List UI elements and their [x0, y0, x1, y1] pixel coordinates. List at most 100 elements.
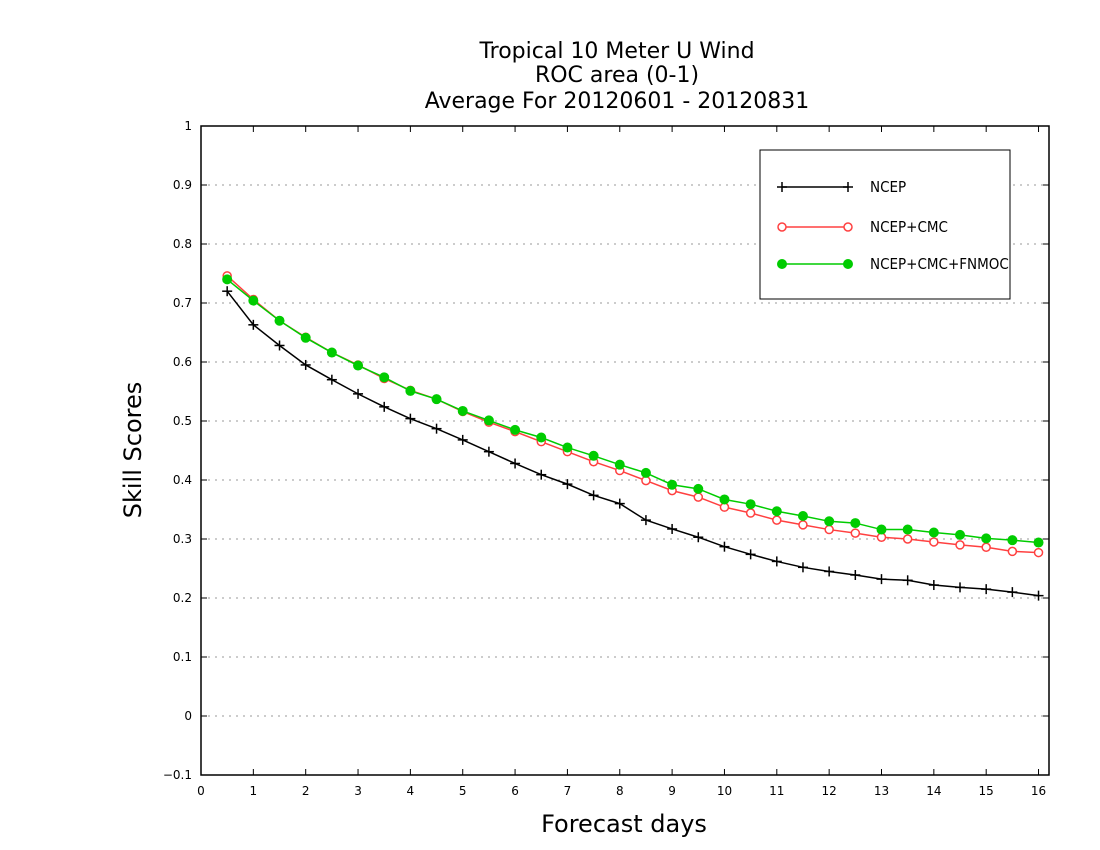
y-tick-label: 0	[184, 709, 192, 723]
data-point	[824, 566, 835, 577]
y-tick-label: 0.2	[173, 591, 192, 605]
data-point	[843, 182, 853, 192]
x-tick-label: 1	[250, 784, 258, 798]
data-point	[850, 528, 861, 538]
data-point	[1007, 546, 1018, 557]
x-tick-label: 10	[717, 784, 732, 798]
legend-label: NCEP+CMC	[870, 218, 948, 236]
data-point	[588, 490, 599, 501]
data-point	[981, 584, 992, 595]
data-point	[1007, 535, 1018, 546]
data-point	[955, 582, 966, 593]
legend: NCEP NCEP+CMC NCEP+CMC+FNMOC	[759, 149, 1011, 300]
data-point	[824, 516, 835, 527]
data-point	[483, 415, 494, 426]
data-point	[379, 372, 390, 383]
data-point	[353, 388, 364, 399]
x-tick-label: 15	[979, 784, 994, 798]
legend-box	[759, 149, 1011, 300]
data-point	[640, 515, 651, 526]
x-tick-label: 12	[822, 784, 837, 798]
legend-item: NCEP+CMC	[777, 218, 948, 236]
y-tick-label: 0.8	[173, 237, 192, 251]
x-tick-label: 13	[874, 784, 889, 798]
data-point	[771, 506, 782, 517]
series-ncep-cmc-fnmoc	[222, 274, 1044, 548]
series-ncep	[222, 286, 1044, 601]
data-point	[693, 483, 704, 494]
data-point	[614, 498, 625, 509]
y-tick-label: 0.1	[173, 650, 192, 664]
y-tick-label: 1	[184, 119, 192, 133]
data-point	[777, 182, 787, 192]
data-point	[536, 469, 547, 480]
data-point	[798, 520, 808, 530]
title-line-2: ROC area (0-1)	[535, 63, 699, 88]
data-point	[405, 413, 416, 424]
data-point	[955, 529, 966, 540]
axes: −0.100.10.20.30.40.50.60.70.80.910 1 2 3 4 5 6…	[163, 119, 1050, 798]
data-point	[536, 432, 547, 443]
data-point	[248, 319, 259, 330]
data-point	[928, 580, 939, 591]
data-point	[772, 515, 782, 525]
y-tick-label: 0.6	[173, 355, 192, 369]
data-point	[222, 286, 233, 297]
chart-title: Tropical 10 Meter U Wind ROC area (0-1) …	[425, 39, 810, 114]
data-point	[824, 524, 834, 535]
data-point	[457, 405, 468, 416]
data-point	[719, 494, 730, 505]
x-axis-title: Forecast days	[541, 810, 707, 838]
data-point	[510, 424, 521, 435]
data-point	[300, 359, 311, 370]
data-point	[431, 423, 442, 434]
data-point	[1033, 547, 1044, 558]
x-tick-label: 14	[926, 784, 941, 798]
title-line-1: Tropical 10 Meter U Wind	[478, 39, 754, 64]
x-tick-label: 2	[302, 784, 310, 798]
data-point	[745, 549, 756, 560]
series-line	[226, 278, 1039, 544]
x-tick-label: 4	[407, 784, 415, 798]
data-point	[379, 401, 390, 412]
data-point	[928, 527, 939, 538]
plot-frame	[200, 125, 1050, 776]
data-point	[850, 569, 861, 580]
y-tick-label: −0.1	[163, 768, 192, 782]
data-point	[902, 524, 913, 535]
y-axis-title: Skill Scores	[119, 382, 147, 519]
data-point	[274, 315, 285, 326]
data-point	[981, 542, 991, 553]
data-point	[248, 295, 259, 306]
series-ncep-cmc	[222, 271, 1044, 558]
data-point	[274, 340, 285, 351]
data-point	[719, 541, 730, 552]
data-point	[222, 274, 233, 285]
data-point	[850, 518, 861, 529]
data-point	[777, 259, 787, 269]
data-point	[457, 434, 468, 445]
data-point	[483, 446, 494, 457]
x-tick-label: 11	[769, 784, 784, 798]
y-tick-label: 0.7	[173, 296, 192, 310]
x-tick-label: 8	[616, 784, 624, 798]
data-point	[745, 499, 756, 510]
x-tick-label: 16	[1031, 784, 1046, 798]
data-point	[1007, 587, 1018, 598]
data-point	[326, 374, 337, 385]
data-point	[562, 442, 573, 453]
title-line-3: Average For 20120601 - 20120831	[425, 89, 810, 114]
y-tick-label: 0.9	[173, 178, 192, 192]
data-point	[929, 537, 939, 547]
data-point	[326, 347, 337, 358]
data-point	[955, 540, 965, 550]
data-point	[902, 575, 913, 586]
data-series	[222, 271, 1044, 601]
data-point	[1033, 590, 1044, 601]
data-point	[510, 458, 521, 469]
data-point	[843, 222, 853, 232]
data-point	[876, 524, 887, 535]
data-point	[614, 459, 625, 470]
data-point	[431, 394, 442, 405]
